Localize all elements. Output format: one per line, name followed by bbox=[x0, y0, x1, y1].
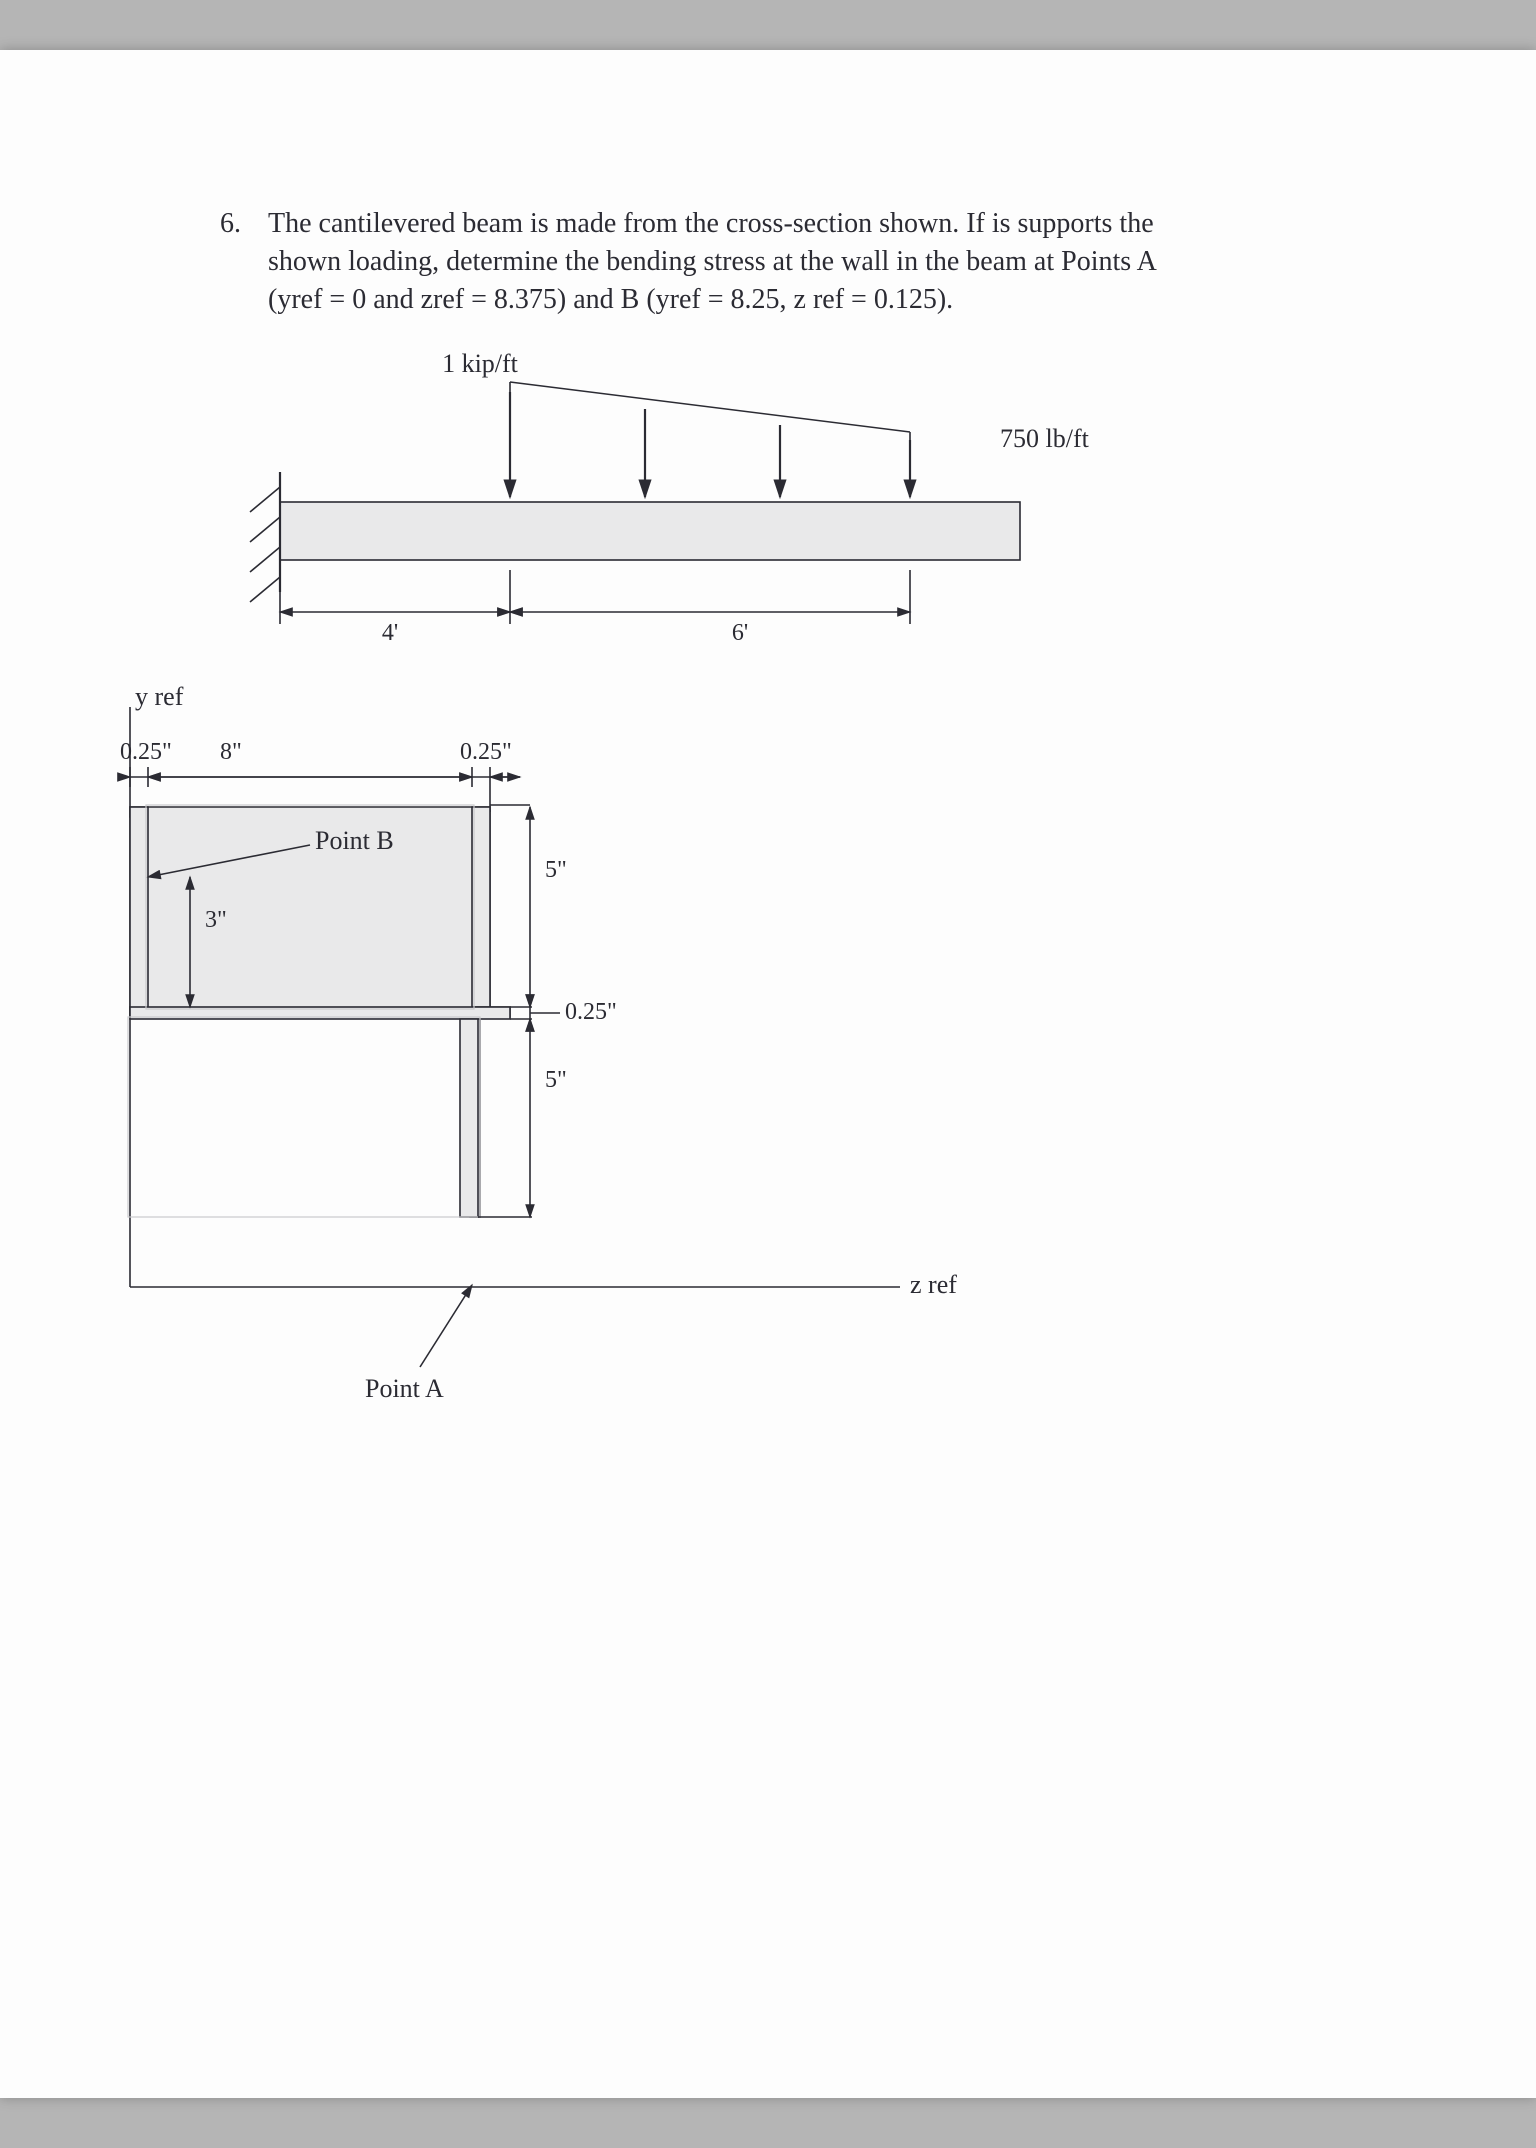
hatch-icon bbox=[250, 547, 280, 572]
hatch-icon bbox=[250, 487, 280, 512]
problem-line-3: (yref = 0 and zref = 8.375) and B (yref … bbox=[268, 284, 953, 315]
span-left-value: 4' bbox=[382, 620, 398, 646]
section-outline-lower bbox=[128, 1017, 480, 1217]
load-left-label: 1 kip/ft bbox=[442, 349, 519, 378]
dim-lower-5: 5" bbox=[545, 1067, 567, 1093]
hatch-icon bbox=[250, 517, 280, 542]
dim-mid-t: 0.25" bbox=[565, 999, 617, 1025]
y-ref-label: y ref bbox=[135, 682, 184, 711]
problem-text: The cantilevered beam is made from the c… bbox=[268, 205, 1320, 318]
load-right-label: 750 lb/ft bbox=[1000, 424, 1090, 453]
cross-section-diagram: y ref z ref 0.25" 8" 0.25" bbox=[20, 677, 1020, 1437]
dim-upper-5: 5" bbox=[545, 857, 567, 883]
dim-3in: 3" bbox=[205, 907, 227, 933]
hatch-icon bbox=[250, 577, 280, 602]
beam-loading-diagram: 1 kip/ft 750 lb/ft bbox=[220, 312, 1220, 662]
pointA-label: Point A bbox=[365, 1374, 444, 1403]
problem-number: 6. bbox=[220, 205, 268, 318]
problem-line-2: shown loading, determine the bending str… bbox=[268, 246, 1157, 277]
pointB-label: Point B bbox=[315, 826, 394, 855]
problem-line-1: The cantilevered beam is made from the c… bbox=[268, 208, 1154, 239]
page: 6. The cantilevered beam is made from th… bbox=[0, 50, 1536, 2098]
z-ref-label: z ref bbox=[910, 1270, 957, 1299]
beam-body bbox=[280, 502, 1020, 560]
distributed-load-outline bbox=[510, 382, 910, 497]
dim-flange-right-t: 0.25" bbox=[460, 739, 512, 765]
pointA-leader bbox=[420, 1285, 472, 1367]
span-right-value: 6' bbox=[732, 620, 748, 646]
content-area: 6. The cantilevered beam is made from th… bbox=[220, 205, 1320, 1442]
dim-flange-w: 8" bbox=[220, 739, 242, 765]
problem-statement: 6. The cantilevered beam is made from th… bbox=[220, 205, 1320, 318]
dim-flange-left-t: 0.25" bbox=[120, 739, 172, 765]
